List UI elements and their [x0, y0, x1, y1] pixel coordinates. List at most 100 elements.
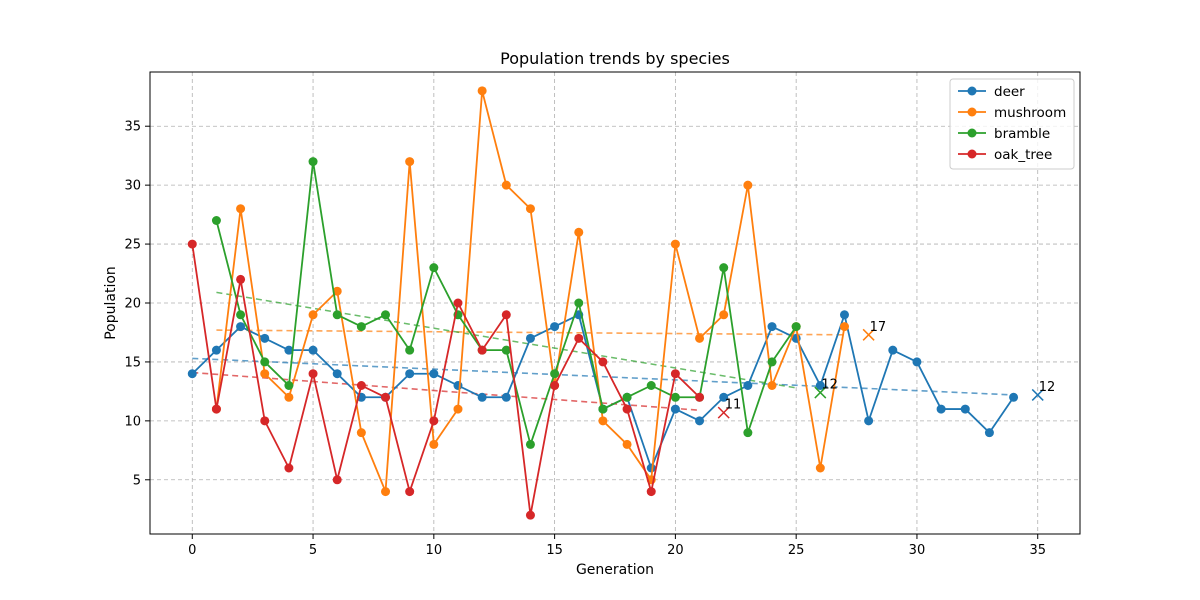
oak_tree-legend-marker	[967, 149, 977, 159]
deer-point	[550, 322, 560, 332]
bramble-point	[743, 428, 753, 438]
oak_tree-point	[574, 333, 584, 343]
oak_tree-point	[695, 392, 705, 402]
bramble-point	[598, 404, 608, 414]
x-tick-label: 35	[1029, 543, 1046, 558]
y-tick-label: 35	[124, 120, 141, 135]
bramble-point	[670, 392, 680, 402]
deer-point	[888, 345, 898, 355]
deer-point	[501, 392, 511, 402]
mushroom-point	[695, 333, 705, 343]
legend-box	[949, 78, 1075, 170]
mushroom-point	[574, 227, 584, 237]
oak_tree-point	[332, 475, 342, 485]
y-tick-label: 5	[133, 473, 141, 488]
y-tick-label: 10	[124, 414, 141, 429]
oak_tree-point	[236, 274, 246, 284]
oak_tree-forecast-label: 11	[725, 398, 742, 413]
deer-legend-marker	[967, 86, 977, 96]
series-lines	[187, 86, 1019, 520]
deer-point	[719, 392, 729, 402]
mushroom-point	[598, 416, 608, 426]
mushroom-point	[501, 180, 511, 190]
mushroom-point	[356, 428, 366, 438]
oak_tree-point	[308, 369, 318, 379]
oak_tree-point	[211, 404, 221, 414]
y-tick-label: 25	[124, 238, 141, 253]
x-tick-label: 30	[909, 543, 926, 558]
deer-point	[936, 404, 946, 414]
bramble-point	[574, 298, 584, 308]
bramble-legend-marker	[967, 128, 977, 138]
bramble-point	[719, 263, 729, 273]
oak_tree-point	[260, 416, 270, 426]
mushroom-point	[381, 487, 391, 497]
deer-point	[767, 322, 777, 332]
bramble-point	[767, 357, 777, 367]
y-tick-label: 15	[124, 355, 141, 370]
deer-forecast-label: 12	[1039, 380, 1056, 395]
deer-point	[670, 404, 680, 414]
legend: deer mushroom bramble oak_tree	[949, 78, 1075, 170]
bramble-point	[381, 310, 391, 320]
x-axis-ticks: 0 5 10 15 20 25 30 35	[188, 534, 1046, 558]
bramble-trend-line	[216, 291, 797, 389]
bramble-forecast-marker	[814, 386, 827, 399]
x-tick-label: 20	[667, 543, 684, 558]
mushroom-legend-marker	[967, 107, 977, 117]
mushroom-point	[767, 381, 777, 390]
mushroom-trend-line	[216, 329, 845, 336]
oak_tree-point	[525, 510, 535, 520]
bramble-point	[791, 322, 801, 332]
x-tick-label: 25	[788, 543, 805, 558]
bramble-point	[211, 216, 221, 225]
oak_tree-point	[284, 463, 294, 473]
y-axis-ticks: 5 10 15 20 25 30 35	[124, 120, 150, 488]
mushroom-point	[308, 310, 318, 320]
mushroom-point	[670, 239, 680, 249]
oak_tree-point	[670, 369, 680, 379]
x-axis-label: Generation	[576, 562, 654, 578]
deer-legend-label: deer	[994, 84, 1025, 100]
x-tick-label: 0	[188, 543, 196, 558]
mushroom-point	[839, 322, 849, 332]
bramble-point	[525, 439, 535, 449]
mushroom-point	[719, 310, 729, 320]
deer-point	[695, 416, 705, 426]
mushroom-point	[284, 392, 294, 402]
deer-point	[260, 333, 270, 343]
mushroom-point	[405, 157, 415, 167]
oak_tree-point	[622, 404, 632, 414]
deer-point	[477, 392, 487, 402]
mushroom-point	[622, 439, 632, 449]
bramble-point	[308, 157, 318, 167]
deer-point	[525, 333, 535, 343]
bramble-legend-label: bramble	[994, 126, 1050, 142]
deer-point	[211, 345, 221, 355]
mushroom-point	[815, 463, 825, 473]
bramble-point	[405, 345, 415, 355]
deer-point	[984, 428, 994, 438]
bramble-point	[622, 392, 632, 402]
bramble-point	[284, 381, 294, 390]
deer-point	[960, 404, 970, 414]
deer-point	[308, 345, 318, 355]
deer-forecast-marker	[1031, 388, 1044, 401]
mushroom-point	[236, 204, 246, 214]
mushroom-point	[260, 369, 270, 379]
mushroom-point	[743, 180, 753, 190]
x-tick-label: 15	[546, 543, 563, 558]
oak_tree-line	[191, 243, 701, 517]
deer-point	[453, 381, 463, 390]
oak_tree-point	[598, 357, 608, 367]
deer-point	[332, 369, 342, 379]
deer-point	[187, 369, 197, 379]
forecast-markers: 12 17 12 11	[717, 320, 1056, 419]
deer-point	[1009, 392, 1019, 402]
bramble-point	[550, 369, 560, 379]
mushroom-point	[477, 86, 487, 96]
mushroom-point	[429, 439, 439, 449]
oak_tree-point	[381, 392, 391, 402]
x-tick-label: 5	[309, 543, 317, 558]
